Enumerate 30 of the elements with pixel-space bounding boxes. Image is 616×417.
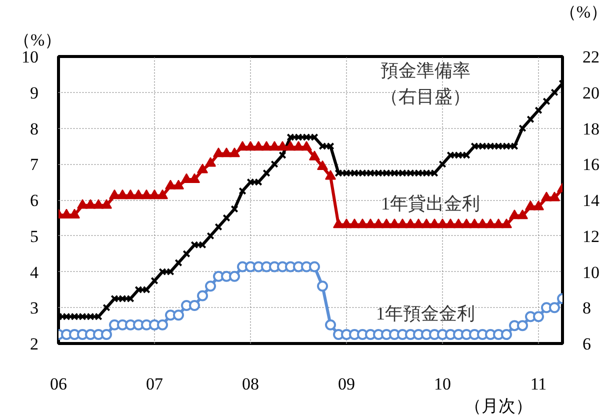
- y-tick-label: 10: [22, 48, 38, 66]
- y-tick-label: 2: [30, 334, 38, 354]
- y2-axis-title: （%）: [559, 2, 608, 22]
- y2-tick-label: 20: [582, 83, 600, 102]
- text: 預金準備率（右目盛）: [380, 60, 470, 106]
- y2-tick-label: 16: [582, 155, 600, 174]
- y-tick-label: 5: [30, 226, 38, 246]
- x-tick-label: 07: [146, 374, 164, 394]
- y-tick-label: 3: [30, 298, 38, 318]
- x-tick-label: 09: [338, 374, 355, 394]
- y2-tick-label: 6: [582, 334, 591, 354]
- y2-tick-label: 12: [582, 226, 600, 246]
- series-label: 1年預金金利: [376, 304, 475, 324]
- y2-tick-label: 22: [582, 48, 600, 66]
- y-tick-label: 8: [30, 119, 38, 138]
- y-tick-label: 6: [30, 191, 38, 210]
- y2-tick-label: 18: [582, 119, 600, 138]
- y-tick-label: 4: [30, 262, 39, 282]
- y-tick-label: 7: [30, 155, 39, 174]
- x-axis-title: （月次）: [464, 396, 532, 416]
- x-tick-label: 06: [50, 374, 67, 394]
- y2-tick-label: 8: [582, 298, 591, 318]
- y-axis-title: （%）: [14, 30, 62, 50]
- y2-tick-label: 14: [582, 191, 600, 210]
- x-tick-label: 11: [530, 374, 547, 394]
- x-tick-label: 10: [434, 374, 451, 394]
- y2-tick-label: 10: [582, 262, 600, 282]
- y-tick-label: 9: [30, 83, 38, 102]
- x-tick-label: 08: [242, 374, 259, 394]
- series-label: 1年貸出金利: [381, 194, 480, 214]
